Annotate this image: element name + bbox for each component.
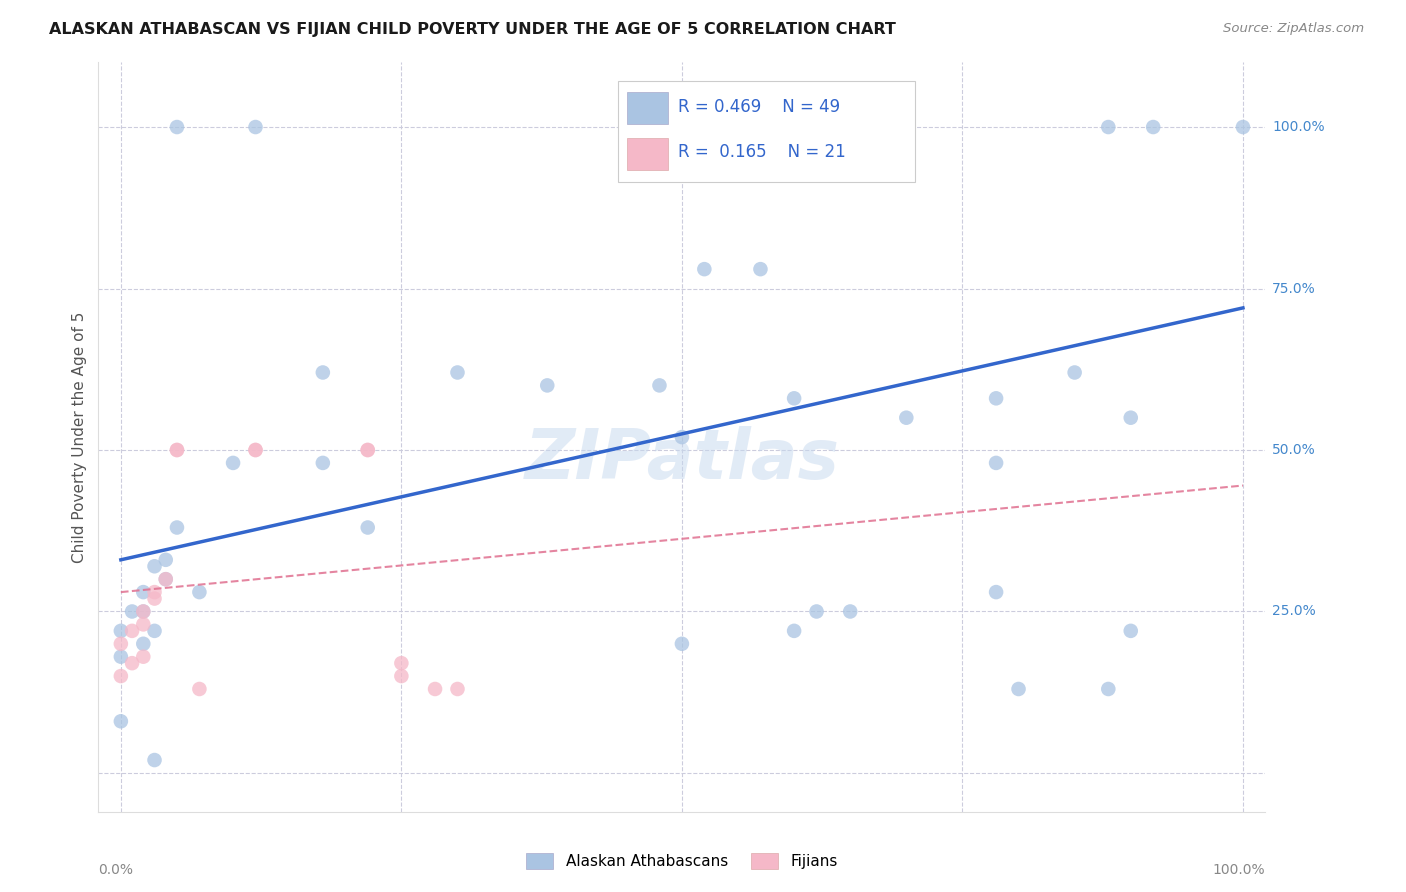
Text: Source: ZipAtlas.com: Source: ZipAtlas.com [1223, 22, 1364, 36]
Point [671, 120, 693, 134]
Point [839, 605, 862, 619]
Point [671, 430, 693, 444]
Point [693, 262, 716, 277]
Point [806, 605, 828, 619]
Point [783, 392, 806, 406]
Point [121, 624, 143, 638]
Point [110, 624, 132, 638]
Point [132, 617, 155, 632]
Point [110, 714, 132, 729]
Text: R =  0.165    N = 21: R = 0.165 N = 21 [679, 144, 846, 161]
Point [312, 366, 335, 380]
Point [423, 681, 446, 696]
Point [121, 656, 143, 670]
Point [984, 392, 1007, 406]
Point [896, 120, 918, 134]
Point [132, 605, 155, 619]
Y-axis label: Child Poverty Under the Age of 5: Child Poverty Under the Age of 5 [72, 311, 87, 563]
Point [132, 585, 155, 599]
Point [110, 649, 132, 664]
Point [155, 572, 177, 586]
FancyBboxPatch shape [617, 81, 915, 182]
Point [245, 442, 267, 457]
Text: 25.0%: 25.0% [1272, 605, 1316, 618]
Point [984, 585, 1007, 599]
Point [143, 624, 166, 638]
Point [648, 378, 671, 392]
Point [110, 637, 132, 651]
Point [749, 262, 772, 277]
Point [1232, 120, 1254, 134]
Point [312, 456, 335, 470]
Point [245, 442, 267, 457]
Point [446, 366, 468, 380]
Point [1119, 410, 1142, 425]
Point [166, 520, 188, 534]
Text: 0.0%: 0.0% [98, 863, 134, 877]
Point [1007, 681, 1029, 696]
Point [873, 120, 896, 134]
Point [389, 656, 412, 670]
Point [155, 553, 177, 567]
Point [121, 605, 143, 619]
Point [1142, 120, 1164, 134]
Point [143, 585, 166, 599]
Point [389, 669, 412, 683]
Point [166, 120, 188, 134]
Text: 75.0%: 75.0% [1272, 282, 1316, 295]
Point [984, 456, 1007, 470]
Text: 50.0%: 50.0% [1272, 443, 1316, 457]
Point [222, 456, 245, 470]
Point [896, 410, 918, 425]
Point [1119, 624, 1142, 638]
FancyBboxPatch shape [627, 138, 668, 169]
Point [357, 520, 380, 534]
FancyBboxPatch shape [627, 93, 668, 124]
Point [132, 605, 155, 619]
Point [166, 442, 188, 457]
Point [143, 591, 166, 606]
Text: 100.0%: 100.0% [1213, 863, 1265, 877]
Point [132, 637, 155, 651]
Point [1097, 120, 1119, 134]
Point [132, 649, 155, 664]
Point [446, 681, 468, 696]
Point [143, 753, 166, 767]
Point [357, 442, 380, 457]
Point [245, 120, 267, 134]
Text: R = 0.469    N = 49: R = 0.469 N = 49 [679, 98, 841, 116]
Text: ALASKAN ATHABASCAN VS FIJIAN CHILD POVERTY UNDER THE AGE OF 5 CORRELATION CHART: ALASKAN ATHABASCAN VS FIJIAN CHILD POVER… [49, 22, 896, 37]
Point [155, 572, 177, 586]
Point [783, 624, 806, 638]
Point [1063, 366, 1085, 380]
Point [536, 378, 558, 392]
Text: ZIPatlas: ZIPatlas [524, 426, 839, 493]
Legend: Alaskan Athabascans, Fijians: Alaskan Athabascans, Fijians [520, 847, 844, 875]
Point [188, 585, 211, 599]
Point [166, 442, 188, 457]
Point [671, 637, 693, 651]
Point [143, 559, 166, 574]
Point [1097, 681, 1119, 696]
Point [357, 442, 380, 457]
Point [110, 669, 132, 683]
Text: 100.0%: 100.0% [1272, 120, 1324, 134]
Point [188, 681, 211, 696]
